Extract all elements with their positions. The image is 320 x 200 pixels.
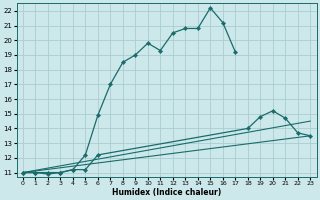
X-axis label: Humidex (Indice chaleur): Humidex (Indice chaleur) (112, 188, 221, 197)
